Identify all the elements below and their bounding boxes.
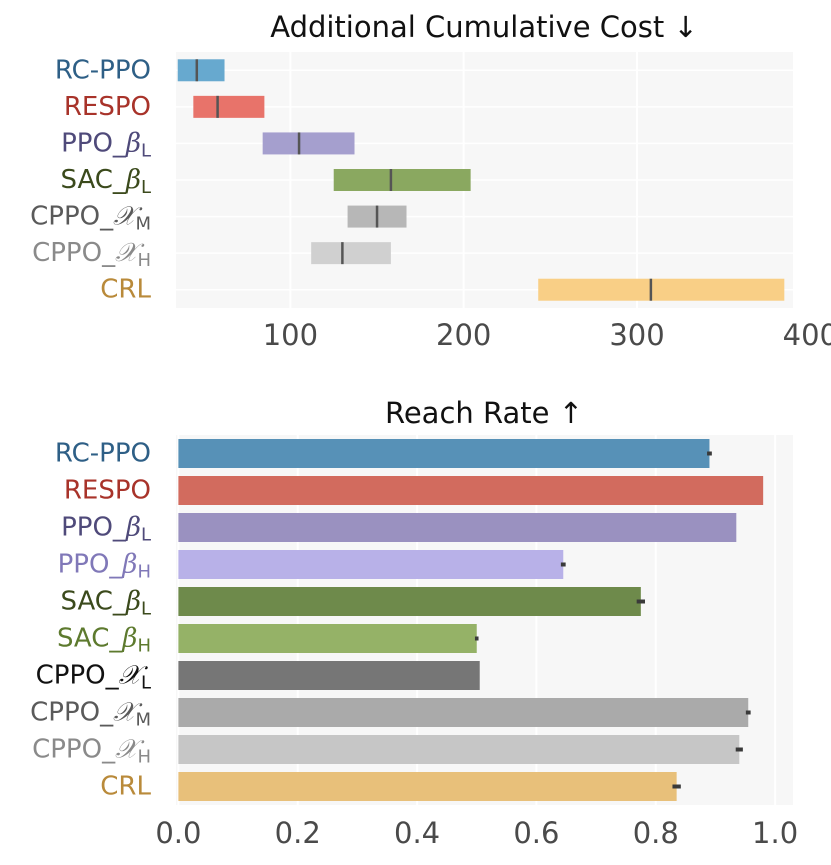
reach-panel: RC-PPO RESPO PPO_βL PPO_βH SAC_βL SAC_βH CPPO_… <box>30 396 798 850</box>
reach-bar-6 <box>178 661 480 690</box>
category-label-cost-0: RC-PPO <box>55 55 151 85</box>
category-label-cost-6: CRL <box>100 275 151 305</box>
cost-x-tick-labels: 100 200 300 400 <box>263 318 831 352</box>
reach-bar-5 <box>178 624 477 653</box>
category-label-reach-8: CPPO_𝒳H <box>32 735 151 768</box>
reach-bar-3 <box>178 550 564 579</box>
cost-box-respo-1 <box>193 95 265 118</box>
category-label-reach-6: CPPO_𝒳L <box>36 661 151 694</box>
category-label-cost-1: RESPO <box>64 92 151 122</box>
category-label-cost-2: PPO_βL <box>61 128 151 161</box>
cost-chart-title: Additional Cumulative Cost ↓ <box>270 10 698 44</box>
category-label-reach-1: RESPO <box>64 476 151 506</box>
reach-bar-4 <box>178 587 641 616</box>
reach-bar-9 <box>178 772 677 801</box>
reach-bar-7 <box>178 698 749 727</box>
category-label-reach-2: PPO_βL <box>61 513 151 546</box>
category-label-cost-3: SAC_βL <box>60 165 151 198</box>
reach-bar-0 <box>178 439 710 468</box>
cost-box-sac-l-3 <box>333 169 471 191</box>
category-label-reach-9: CRL <box>100 772 151 802</box>
cost-boxes <box>177 59 785 301</box>
reach-bar-8 <box>178 735 740 764</box>
reach-x-tick-5: 1.0 <box>752 816 798 850</box>
category-label-reach-5: SAC_βH <box>57 624 151 657</box>
reach-error-bars <box>474 451 751 789</box>
category-label-cost-4: CPPO_𝒳M <box>30 202 151 235</box>
category-label-cost-5: CPPO_𝒳H <box>32 238 151 271</box>
cost-box-cppo-h-5 <box>311 242 391 265</box>
cost-box-ppo-l-2 <box>262 132 355 155</box>
reach-chart-title: Reach Rate ↑ <box>385 396 583 430</box>
reach-x-tick-4: 0.8 <box>633 816 679 850</box>
cost-x-tick-1: 200 <box>436 318 491 352</box>
reach-x-tick-1: 0.2 <box>275 816 321 850</box>
category-label-reach-0: RC-PPO <box>55 439 151 469</box>
reach-x-tick-2: 0.4 <box>394 816 440 850</box>
reach-x-tick-0: 0.0 <box>155 816 201 850</box>
category-label-reach-7: CPPO_𝒳M <box>30 698 151 731</box>
cost-x-tick-0: 100 <box>263 318 318 352</box>
reach-x-tick-labels: 0.0 0.2 0.4 0.6 0.8 1.0 <box>155 816 798 850</box>
cost-box-rc-ppo-0 <box>177 59 225 82</box>
reach-category-labels: RC-PPO RESPO PPO_βL PPO_βH SAC_βL SAC_βH CPPO_… <box>30 439 151 802</box>
cost-box-crl-6 <box>538 278 785 301</box>
cost-x-tick-3: 400 <box>783 318 831 352</box>
reach-bars <box>178 439 764 801</box>
reach-bar-1 <box>178 476 764 505</box>
reach-bar-2 <box>178 513 737 542</box>
cost-x-tick-2: 300 <box>609 318 664 352</box>
category-label-reach-4: SAC_βL <box>60 587 151 620</box>
category-label-reach-3: PPO_βH <box>58 550 151 583</box>
reach-x-tick-3: 0.6 <box>513 816 559 850</box>
